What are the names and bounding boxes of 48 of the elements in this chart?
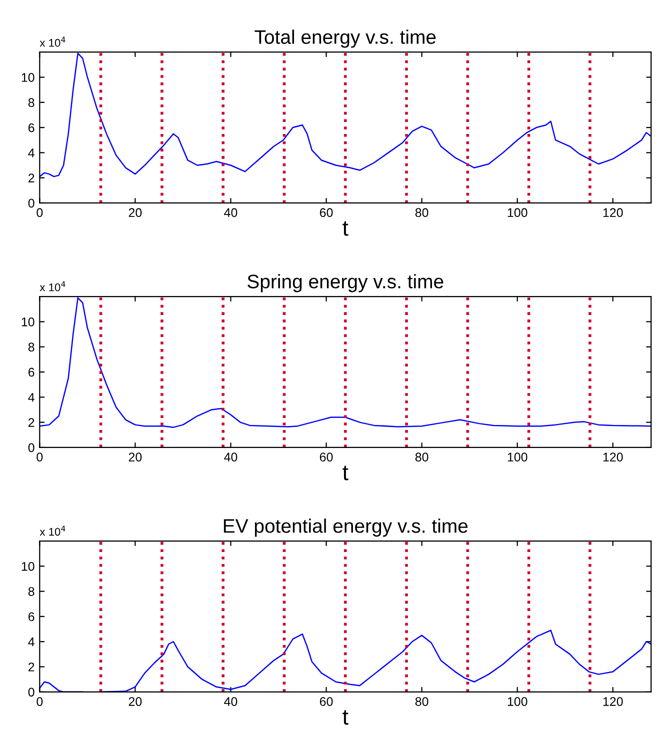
x-axis-title: t: [342, 221, 348, 236]
y-tick-label: 2: [28, 662, 34, 672]
y-tick-label: 0: [28, 443, 34, 452]
x-tick-label: 120: [603, 697, 623, 706]
y-tick-label: 0: [28, 688, 34, 697]
y-tick-label: 10: [22, 562, 34, 571]
y-tick-label: 6: [28, 612, 34, 622]
y-tick-label: 4: [28, 148, 34, 158]
chart-title: Total energy v.s. time: [254, 30, 436, 48]
y-tick-label: 8: [28, 342, 34, 352]
text: x 10$^{4}$: [40, 36, 66, 47]
x-tick-label: 60: [320, 697, 333, 706]
y-tick-label: 2: [28, 174, 34, 182]
y-tick-label: 8: [28, 587, 34, 596]
y-tick-label: 2: [28, 418, 34, 427]
y-tick-label: 4: [28, 393, 34, 402]
y-tick-label: 10: [22, 318, 34, 326]
x-tick-label: 0: [36, 697, 43, 706]
x-tick-label: 40: [224, 208, 238, 218]
chart-title: EV potential energy v.s. time: [224, 518, 468, 537]
x-tick-label: 80: [415, 208, 428, 218]
x-tick-label: 80: [415, 452, 428, 462]
x-tick-label: 0: [36, 452, 43, 462]
x-tick-label: 20: [128, 208, 142, 218]
y-tick-label: 6: [28, 123, 34, 132]
x-tick-label: 0: [36, 208, 43, 218]
y-tick-label: 8: [28, 98, 34, 108]
y-tick-label: 10: [22, 73, 34, 82]
y-tick-label: 4: [28, 638, 34, 646]
text: x 10$^{4}$: [40, 281, 66, 292]
x-tick-label: 40: [224, 452, 238, 462]
x-tick-label: 120: [603, 208, 623, 218]
x-axis-title: t: [342, 466, 348, 480]
x-tick-label: 60: [320, 452, 333, 462]
x-tick-label: 20: [128, 697, 142, 706]
y-tick-label: 6: [28, 368, 34, 377]
x-tick-label: 20: [128, 452, 142, 462]
chart-title: Spring energy v.s. time: [248, 274, 444, 292]
x-tick-label: 120: [603, 452, 623, 462]
x-tick-label: 80: [415, 697, 428, 706]
x-axis-title: t: [342, 710, 348, 725]
x-tick-label: 40: [224, 697, 238, 706]
x-tick-label: 60: [320, 208, 333, 218]
x-tick-label: 100: [508, 697, 528, 706]
x-tick-label: 100: [508, 208, 528, 218]
x-tick-label: 100: [508, 452, 528, 462]
y-tick-label: 0: [28, 198, 34, 208]
text: x 10$^{4}$: [40, 526, 66, 536]
